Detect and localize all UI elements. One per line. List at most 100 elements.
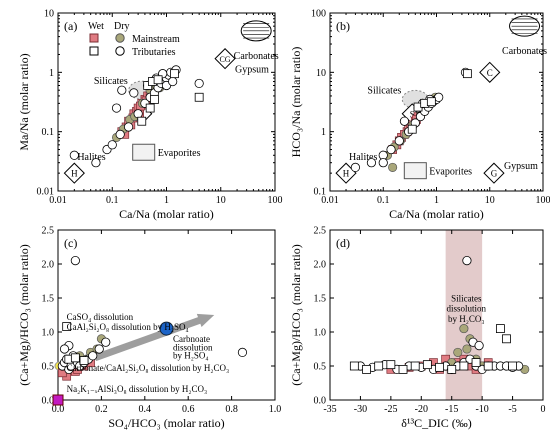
y-tick-label: 0.0 bbox=[314, 396, 327, 407]
panel-label: (d) bbox=[336, 236, 350, 250]
end-member-diamond-label: H bbox=[343, 169, 350, 179]
legend-header-wet: Wet bbox=[88, 21, 104, 32]
data-point-tributary bbox=[107, 140, 117, 150]
data-point-tributary-square bbox=[447, 364, 457, 374]
data-point-tributary bbox=[474, 340, 484, 351]
plot-frame bbox=[57, 229, 276, 401]
x-tick-label: 0.2 bbox=[95, 404, 108, 415]
y-tick-label: 1.0 bbox=[42, 328, 55, 339]
plot-frame bbox=[329, 229, 544, 401]
data-point-tributary bbox=[434, 92, 444, 102]
x-tick-label: 1.0 bbox=[269, 404, 282, 415]
legend-dry-tributary-marker bbox=[115, 46, 125, 56]
end-member-diamond-label: C bbox=[487, 68, 493, 78]
data-point-tributary-square bbox=[410, 361, 420, 371]
end-member-label: Carbonates bbox=[234, 51, 279, 62]
end-member-label: Halites bbox=[349, 152, 377, 163]
end-member-diamond-label: CG bbox=[219, 55, 230, 64]
x-tick-label: 0.1 bbox=[377, 195, 390, 206]
annotation-label: Na₂K₁₋ₓAlSi₃O₈ dissolution by H₂CO₃ bbox=[67, 384, 207, 394]
x-axis-label: Ca/Na (molar ratio) bbox=[389, 207, 484, 221]
data-point-tributary-square bbox=[495, 324, 505, 334]
annotation-label: by H₂CO₃ bbox=[448, 314, 485, 324]
x-axis-label: SO₄/HCO₃ (molar ratio) bbox=[108, 416, 224, 430]
data-point-tributary-square bbox=[70, 353, 80, 363]
y-tick-label: 0.1 bbox=[42, 127, 55, 138]
data-point-tributary bbox=[394, 136, 404, 146]
annotation-label: Carbonate/CaAl₂Si₂O₈ dissolution by H₂CO… bbox=[67, 363, 229, 373]
panel-c: 0.0 0.2 0.4 0.6 0.8 1.0 0.0 0.5 1.0 1.5 2.0 2.5 SO₄/… bbox=[17, 226, 281, 431]
data-point-tributary bbox=[70, 255, 80, 266]
data-point-tributary bbox=[117, 85, 127, 95]
data-point-tributary bbox=[386, 144, 396, 155]
carbonates-icon bbox=[509, 15, 541, 37]
y-axis-label: HCO₃/Na (molar ratio) bbox=[289, 47, 303, 158]
end-member-label: Silicates bbox=[367, 85, 401, 96]
x-tick-label: 0.01 bbox=[321, 195, 339, 206]
x-tick-label: 0.01 bbox=[49, 195, 67, 206]
end-member-label: Halites bbox=[77, 152, 105, 163]
data-point-tributary-square bbox=[170, 69, 179, 79]
end-member-label: Carbonates bbox=[502, 46, 547, 57]
data-point-tributary-square bbox=[150, 94, 159, 104]
data-point-tributary bbox=[59, 344, 70, 354]
data-point-tributary-square bbox=[362, 364, 371, 374]
data-point-tributary-square bbox=[374, 361, 384, 371]
y-tick-label: 0.1 bbox=[314, 187, 327, 198]
x-tick-label: -20 bbox=[415, 404, 428, 415]
data-point-tributary bbox=[462, 255, 472, 266]
data-point-tributary bbox=[350, 162, 361, 172]
y-tick-label: 1.5 bbox=[42, 294, 55, 305]
data-point-tributary-square bbox=[194, 92, 204, 102]
legend-wet-mainstream-marker bbox=[89, 33, 99, 43]
data-point-tributary bbox=[129, 88, 139, 98]
data-point-tributary-square bbox=[435, 362, 444, 372]
x-axis-label: Ca/Na (molar ratio) bbox=[119, 207, 214, 221]
y-tick-label: 0.0 bbox=[42, 396, 55, 407]
data-point-tributary bbox=[123, 122, 134, 132]
y-axis-label: Ma/Na (molar ratio) bbox=[17, 53, 31, 150]
end-member-label: Silicates bbox=[94, 76, 128, 87]
y-tick-label: 100 bbox=[311, 9, 326, 20]
x-tick-label: -35 bbox=[323, 404, 336, 415]
blue-end-member-point bbox=[159, 321, 174, 336]
carbonates-icon bbox=[240, 20, 272, 42]
data-point-tributary-square bbox=[79, 356, 89, 365]
data-point-tributary bbox=[378, 158, 388, 168]
x-tick-label: 10 bbox=[216, 195, 226, 206]
y-tick-label: 0.5 bbox=[314, 362, 327, 373]
data-point-tributary-square bbox=[62, 322, 72, 331]
end-member-diamond bbox=[214, 48, 236, 70]
data-point-tributary bbox=[101, 337, 111, 347]
x-tick-label: 0 bbox=[541, 404, 546, 415]
y-tick-label: 0.01 bbox=[37, 187, 55, 198]
data-point-tributary-square bbox=[462, 69, 472, 79]
data-point-tributary-square bbox=[459, 361, 469, 371]
panel-label: (a) bbox=[64, 19, 77, 33]
x-tick-label: 100 bbox=[536, 195, 550, 206]
trend-arrow bbox=[93, 313, 215, 362]
x-axis-label: δ¹³C_DIC (‰) bbox=[401, 416, 472, 430]
x-tick-label: 0.1 bbox=[106, 195, 119, 206]
data-point-tributary-square bbox=[422, 360, 432, 370]
y-axis-label: (Ca+Mg)/HCO₃ (molar ratio) bbox=[289, 244, 303, 386]
data-point-tributary-square bbox=[349, 361, 359, 371]
legend-wet-tributary-marker bbox=[89, 46, 99, 56]
data-point-tributary bbox=[194, 78, 204, 89]
annotation-label: by H₂SO₄ bbox=[173, 351, 209, 361]
y-tick-label: 2.0 bbox=[314, 260, 327, 271]
y-tick-label: 1 bbox=[49, 68, 54, 79]
x-tick-label: 10 bbox=[485, 195, 495, 206]
end-member-label: Evaporites bbox=[158, 148, 201, 159]
data-point-tributary-square bbox=[483, 361, 493, 371]
data-point-dry-mainstream bbox=[388, 162, 398, 172]
data-point-tributary bbox=[69, 150, 79, 160]
x-tick-label: 0.4 bbox=[139, 404, 152, 415]
end-member-diamond-label: S bbox=[410, 109, 415, 119]
end-member-label: Evaporites bbox=[429, 167, 472, 178]
x-tick-label: -15 bbox=[445, 404, 458, 415]
data-point-tributary-square bbox=[386, 360, 396, 370]
y-tick-label: 10 bbox=[316, 68, 326, 79]
data-point-tributary bbox=[115, 129, 125, 139]
